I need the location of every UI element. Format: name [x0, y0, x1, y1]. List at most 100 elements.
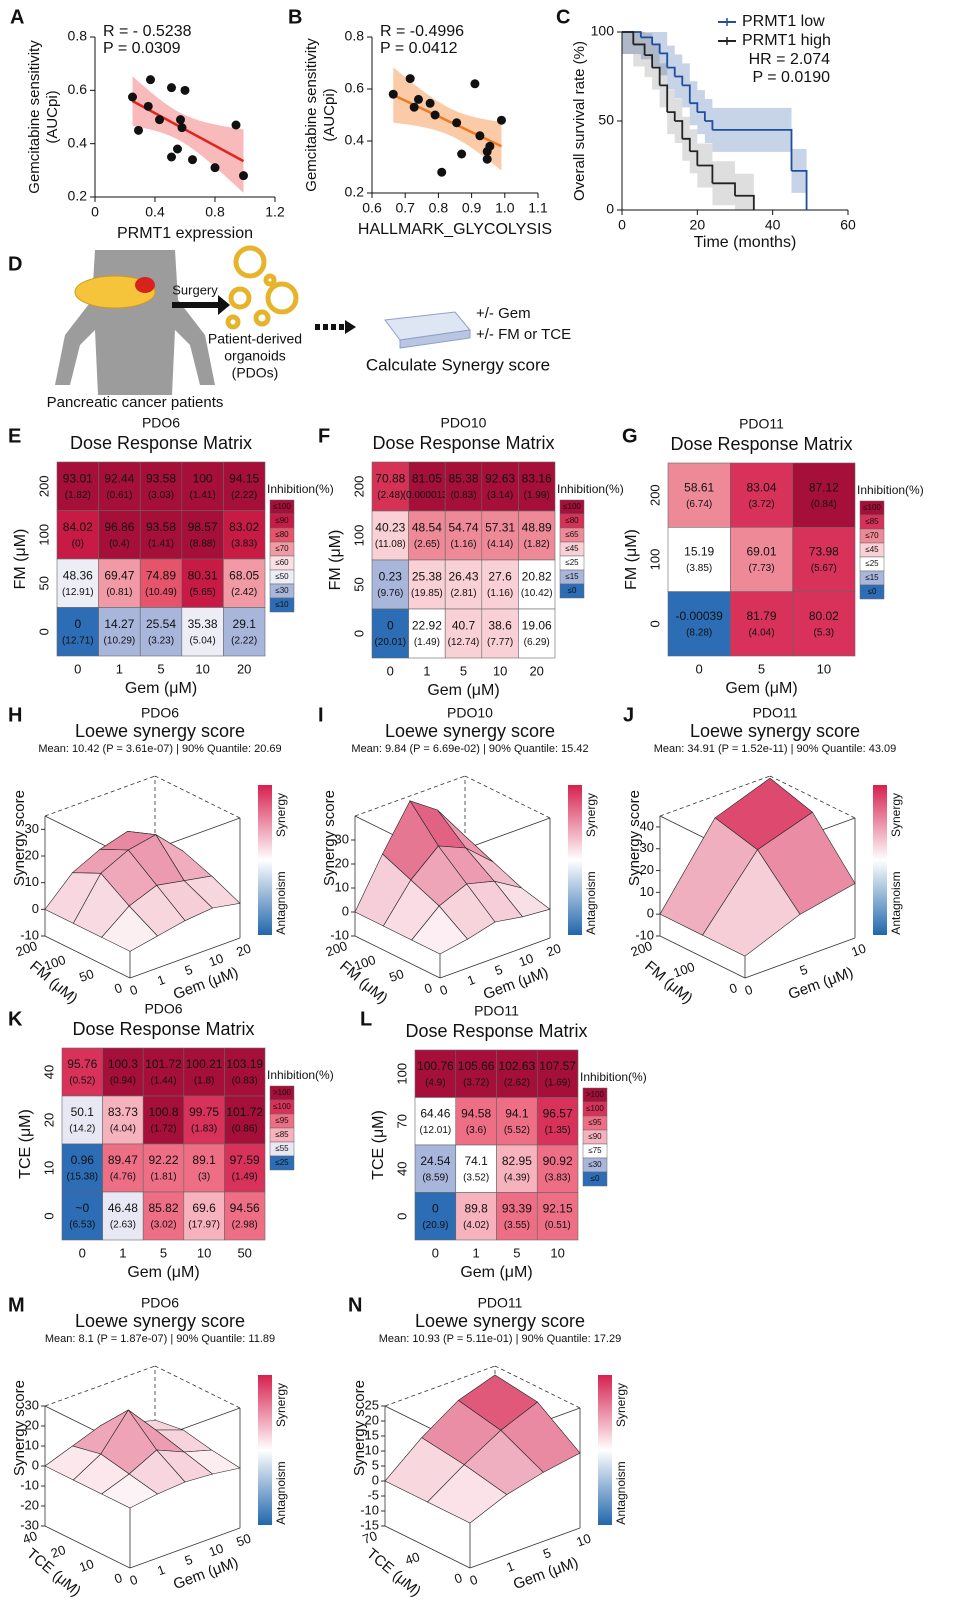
chart-title: PDO11: [739, 416, 784, 432]
y-tick-label: 0: [647, 620, 662, 627]
legend-label: ≤25: [565, 558, 579, 567]
x-axis-label: HALLMARK_GLYCOLYSIS: [358, 221, 552, 238]
cell-value: 81.05: [412, 472, 442, 486]
x-tick-label: 0.8: [429, 200, 449, 216]
cell-value: 68.05: [229, 568, 259, 582]
cell-sd: (1.99): [524, 490, 550, 501]
box-edge: [155, 776, 240, 818]
point: [426, 99, 435, 108]
point: [211, 163, 220, 172]
legend-label: ≤70: [865, 531, 879, 540]
result-label: Calculate Synergy score: [366, 355, 550, 374]
y-axis-label: Overall survival rate (%): [571, 41, 588, 201]
cell-sd: (20.01): [374, 637, 406, 648]
y-tick-label: 50: [387, 966, 406, 985]
z-tick-label: -5: [367, 1487, 379, 1502]
cell: [456, 1145, 497, 1193]
cell-sd: (7.77): [487, 637, 513, 648]
legend-label: ≤95: [588, 1118, 602, 1127]
cell-sd: (1.81): [150, 1172, 176, 1183]
cell-sd: (0.52): [69, 1076, 95, 1087]
cell-sd: (2.42): [231, 587, 257, 598]
y-tick-label: 0: [112, 1570, 124, 1587]
y-axis-label: (AUCpi): [321, 88, 338, 141]
cell-sd: (3.83): [231, 538, 257, 549]
cell: [409, 511, 446, 560]
cell-value: 35.38: [188, 617, 218, 631]
cell-sd: (0.61): [106, 490, 132, 501]
cell: [793, 592, 855, 656]
cell-value: 100.76: [417, 1059, 454, 1073]
y-tick-label: 100: [351, 525, 366, 547]
point: [146, 75, 155, 84]
x-tick-label: 0: [696, 661, 703, 676]
cell-sd: (14.2): [69, 1124, 95, 1135]
cell-sd: (0.94): [110, 1076, 136, 1087]
chart-title: PDO6: [141, 1295, 179, 1311]
chart-subtitle: Dose Response Matrix: [70, 433, 252, 453]
cell: [482, 511, 519, 560]
point: [178, 123, 187, 132]
cell-sd: (1.82): [524, 539, 550, 550]
point: [173, 145, 182, 154]
cell: [445, 462, 482, 511]
cell: [140, 559, 182, 608]
cell: [143, 1144, 184, 1192]
cell-sd: (4.04): [748, 627, 774, 638]
cell: [415, 1193, 456, 1241]
y-tick-label: 0.4: [345, 132, 365, 148]
cell: [57, 462, 99, 511]
y-axis-label: FM (μM): [623, 529, 640, 590]
cell-value: 96.86: [104, 520, 134, 534]
cell: [415, 1098, 456, 1146]
cell-sd: (12.01): [420, 1125, 452, 1136]
cell-value: 15.19: [684, 545, 714, 559]
cell: [182, 608, 224, 657]
organoid-label: organoids: [224, 348, 286, 364]
cell: [140, 608, 182, 657]
cell: [793, 527, 855, 591]
cell-value: 22.92: [412, 619, 442, 633]
y-tick-label: 0.2: [68, 188, 88, 204]
cell: [668, 592, 730, 656]
x-tick-label: 0: [91, 204, 99, 220]
cell-sd: (0.81): [106, 587, 132, 598]
point: [167, 83, 176, 92]
x-tick-label: 1: [155, 1562, 167, 1579]
legend-label: ≤90: [275, 516, 289, 525]
colorbar-label: Antagnoism: [889, 871, 903, 934]
y-tick-label: 100: [36, 524, 51, 546]
cell-value: 83.04: [746, 480, 776, 494]
legend-title: Inhibition(%): [557, 482, 624, 496]
cell-sd: (8.88): [190, 538, 216, 549]
diagram: D Surgery Patient-derived organoids (PDO…: [8, 248, 571, 411]
x-tick-label: 0: [618, 217, 626, 233]
point: [410, 103, 419, 112]
point: [155, 115, 164, 124]
x-axis-label: Gem (μM): [427, 682, 499, 699]
cell-sd: (10.42): [521, 588, 553, 599]
cell-sd: (0): [72, 538, 84, 549]
cell: [668, 463, 730, 527]
legend-title: Inhibition(%): [857, 483, 924, 497]
cell: [62, 1096, 103, 1144]
cell-value: 80.02: [809, 609, 839, 623]
cell-sd: (2.81): [450, 588, 476, 599]
legend-label: ≤100: [563, 502, 581, 511]
x-tick-label: 20: [544, 940, 563, 959]
cell-value: 74.89: [146, 568, 176, 582]
cell-value: 74.1: [464, 1154, 488, 1168]
x-tick-label: 0.6: [362, 200, 382, 216]
x-tick-label: 10: [207, 950, 226, 969]
x-axis-label: Gem (μM): [171, 1554, 241, 1593]
cell-value: 98.57: [188, 520, 218, 534]
cell: [445, 609, 482, 658]
cell-value: 19.06: [522, 619, 552, 633]
colorbar-label: Synergy: [614, 1383, 628, 1427]
y-tick-label: 200: [351, 476, 366, 498]
cell: [518, 609, 555, 658]
cell-sd: (3): [198, 1172, 210, 1183]
cell: [62, 1048, 103, 1096]
cell: [182, 462, 224, 511]
colorbar-label: Antagnoism: [274, 1461, 288, 1524]
